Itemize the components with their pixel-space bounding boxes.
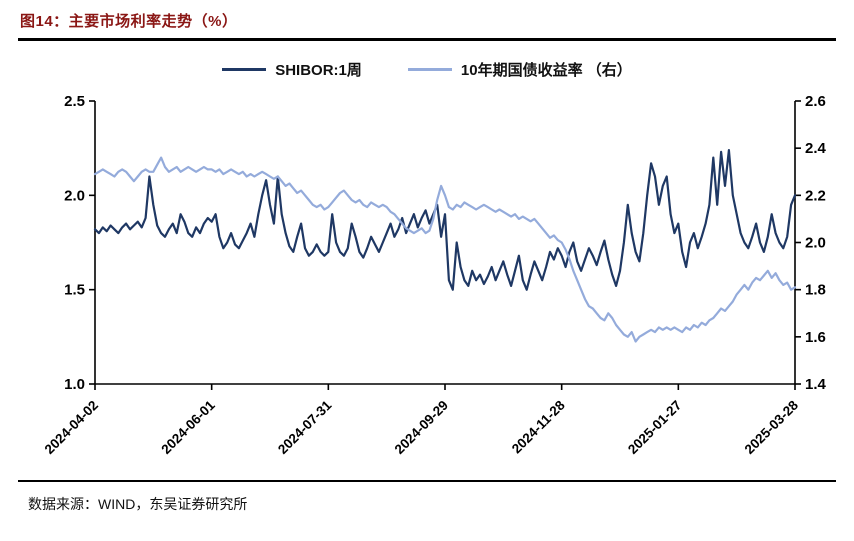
svg-text:2.2: 2.2 — [805, 187, 826, 204]
svg-text:2024-11-28: 2024-11-28 — [509, 397, 568, 456]
svg-text:1.5: 1.5 — [64, 282, 85, 299]
line-chart: 2.5 2.0 1.5 1.0 2.6 2.4 2.2 2.0 1.8 1.6 1.4 2024-04… — [42, 93, 827, 457]
footer-divider — [18, 480, 836, 482]
svg-text:1.4: 1.4 — [805, 376, 827, 393]
data-source-note: 数据来源：WIND，东吴证券研究所 — [28, 496, 248, 512]
svg-text:2.6: 2.6 — [805, 93, 826, 110]
legend-label-shibor: SHIBOR:1周 — [275, 61, 362, 79]
legend-label-treasury: 10年期国债收益率 （右） — [460, 61, 632, 79]
svg-text:2025-03-28: 2025-03-28 — [742, 397, 802, 457]
svg-text:2024-04-02: 2024-04-02 — [42, 398, 101, 457]
svg-text:1.6: 1.6 — [805, 329, 826, 346]
chart-area: 2.5 2.0 1.5 1.0 2.6 2.4 2.2 2.0 1.8 1.6 1.4 2024-04… — [0, 83, 854, 480]
svg-text:2024-07-31: 2024-07-31 — [275, 397, 335, 457]
chart-legend: SHIBOR:1周 10年期国债收益率 （右） — [0, 57, 854, 81]
svg-text:2024-06-01: 2024-06-01 — [158, 397, 218, 457]
treasury-line-swatch-icon — [407, 67, 452, 71]
svg-text:1.8: 1.8 — [805, 282, 826, 299]
legend-item-shibor: SHIBOR:1周 — [222, 59, 362, 80]
shibor-line-swatch-icon — [222, 67, 267, 71]
legend-item-treasury: 10年期国债收益率 （右） — [407, 59, 632, 80]
svg-text:2025-01-27: 2025-01-27 — [625, 398, 684, 457]
svg-text:2024-09-29: 2024-09-29 — [392, 398, 451, 457]
svg-text:2.0: 2.0 — [64, 187, 85, 204]
figure-header: 图14：主要市场利率走势（%） — [18, 0, 836, 41]
svg-text:2.5: 2.5 — [64, 93, 85, 110]
svg-text:2.4: 2.4 — [805, 140, 827, 157]
svg-text:2.0: 2.0 — [805, 235, 826, 252]
svg-text:1.0: 1.0 — [64, 376, 85, 393]
figure-title: 图14：主要市场利率走势（%） — [20, 13, 238, 30]
